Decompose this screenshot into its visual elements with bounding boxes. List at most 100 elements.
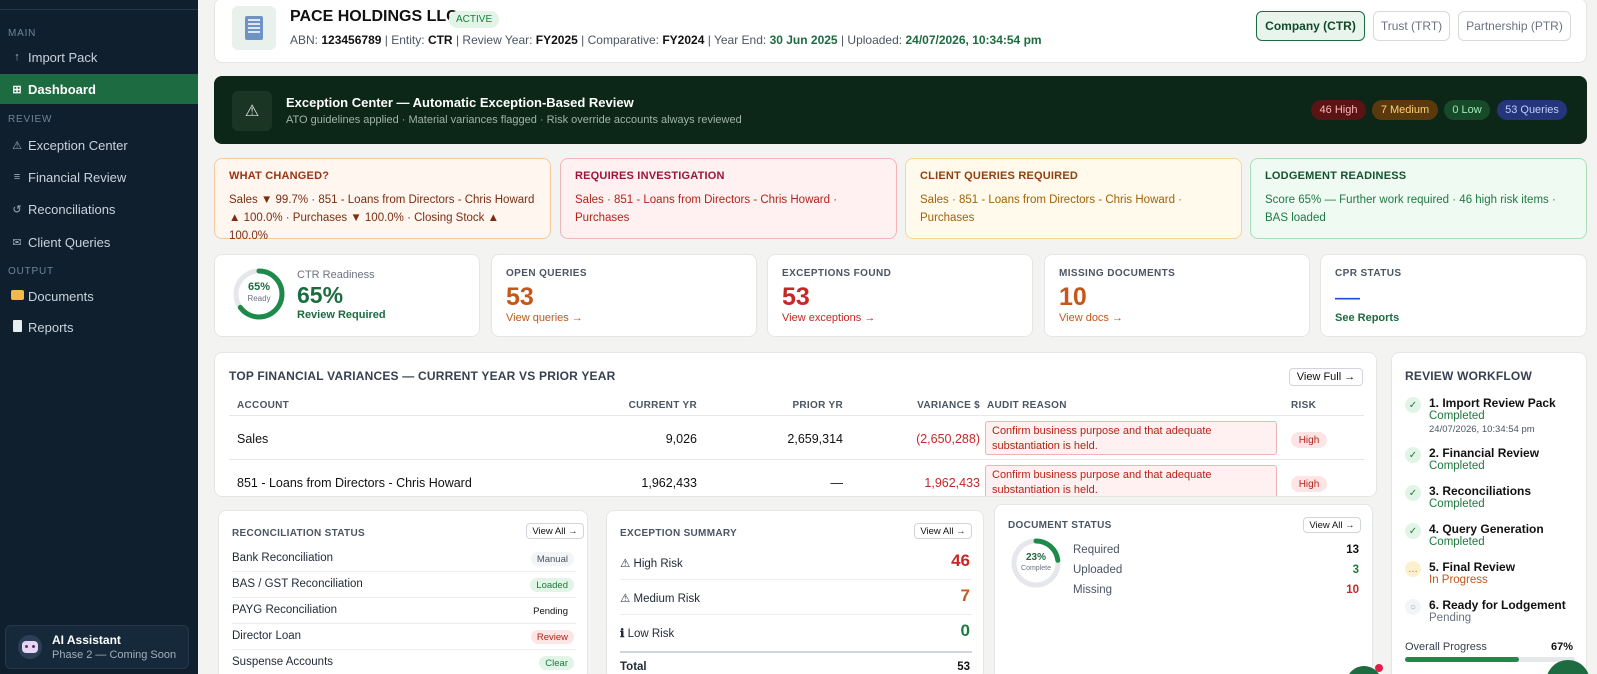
column-header: ACCOUNT [237,400,290,411]
row-label: ⚠ High Risk [620,558,683,570]
view-docs-link[interactable]: View docs → [1059,312,1123,324]
row-divider [232,649,576,650]
variance-value: (2,650,288) [916,432,980,446]
high-count-pill[interactable]: 46 High [1311,100,1366,120]
sidebar-item-financial-review[interactable]: ≡ Financial Review [0,162,198,192]
view-all-button[interactable]: View All → [1303,517,1361,533]
requires-investigation-card: REQUIRES INVESTIGATION Sales · 851 - Loa… [560,158,897,239]
risk-badge: High [1291,476,1327,492]
view-exceptions-link[interactable]: View exceptions → [782,312,876,324]
circle-icon: ○ [1405,599,1421,615]
readiness-label: CTR Readiness [297,269,375,281]
medium-count-pill[interactable]: 7 Medium [1372,100,1438,120]
view-queries-link[interactable]: View queries → [506,312,583,324]
step-status: In Progress [1429,574,1488,586]
row-label: Director Loan [232,630,302,642]
document-icon [10,319,24,335]
row-value: 13 [1346,544,1359,556]
sidebar-item-import-pack[interactable]: ↑ Import Pack [0,42,198,72]
step-status: Completed [1429,536,1485,548]
panel-title: EXCEPTION SUMMARY [620,528,737,539]
entity-button-trust[interactable]: Trust (TRT) [1373,11,1450,41]
assistant-launcher[interactable] [1546,660,1590,674]
view-all-button[interactable]: View All → [526,523,584,539]
document-ring-label: Complete [1021,565,1051,572]
medium-risk-count: 7 [960,586,970,605]
sidebar-item-exception-center[interactable]: ⚠ Exception Center [0,130,198,160]
table-divider [229,415,1364,416]
table-divider [229,459,1364,460]
sidebar-item-reports[interactable]: Reports [0,312,198,342]
check-icon: ✓ [1405,397,1421,413]
workflow-title: REVIEW WORKFLOW [1405,369,1532,383]
column-header: RISK [1291,400,1317,411]
status-badge: Clear [539,656,574,670]
lodgement-readiness-card: LODGEMENT READINESS Score 65% — Further … [1250,158,1587,239]
total-label: Total [620,661,647,673]
refresh-icon: ↺ [12,203,22,216]
view-all-button[interactable]: View All → [914,523,972,539]
card-body: Score 65% — Further work required · 46 h… [1265,194,1556,224]
see-reports-link[interactable]: See Reports [1335,312,1400,324]
sidebar-item-label: Dashboard [28,81,96,97]
card-title: LODGEMENT READINESS [1265,170,1407,182]
ai-assistant-card[interactable]: AI Assistant Phase 2 — Coming Soon [5,625,189,669]
low-count-pill[interactable]: 0 Low [1444,100,1490,120]
sidebar-item-reconciliations[interactable]: ↺ Reconciliations [0,194,198,224]
column-header: PRIOR YR [792,400,843,411]
kpi-value: 53 [782,283,810,311]
grid-icon: ⊞ [12,83,22,96]
step-name: 3. Reconciliations [1429,484,1532,498]
row-divider [620,614,972,615]
status-badge: Pending [533,605,568,617]
card-body: Sales · 851 - Loans from Directors - Chr… [920,194,1183,224]
sidebar-item-label: Import Pack [28,49,98,65]
exceptions-found-card: EXCEPTIONS FOUND 53 View exceptions → [767,254,1033,337]
total-divider [620,651,972,653]
view-full-button[interactable]: View Full → [1289,368,1363,386]
readiness-card: 65% Ready CTR Readiness 65% Review Requi… [214,254,480,337]
entity-button-partnership[interactable]: Partnership (PTR) [1458,11,1571,41]
sidebar-item-label: Reconciliations [28,201,116,217]
entity-button-company[interactable]: Company (CTR) [1256,11,1365,41]
row-label: Required [1073,544,1120,556]
sidebar-item-dashboard[interactable]: ⊞ Dashboard [0,74,198,104]
ai-assistant-title: AI Assistant [52,633,121,647]
card-title: REQUIRES INVESTIGATION [575,170,725,182]
queries-count-pill[interactable]: 53 Queries [1497,100,1567,120]
missing-documents-card: MISSING DOCUMENTS 10 View docs → [1044,254,1310,337]
kpi-label: CPR STATUS [1335,268,1402,279]
client-queries-card: CLIENT QUERIES REQUIRED Sales · 851 - Lo… [905,158,1242,239]
panel-title: RECONCILIATION STATUS [232,528,365,539]
sidebar-item-documents[interactable]: Documents [0,281,198,311]
sidebar-section-main: MAIN [8,28,37,39]
variance-title: TOP FINANCIAL VARIANCES — CURRENT YEAR V… [229,369,616,383]
company-meta: ABN: 123456789 | Entity: CTR | Review Ye… [290,33,1042,47]
company-name: PACE HOLDINGS LLC [290,8,458,25]
low-risk-count: 0 [960,621,970,640]
robot-icon [18,635,42,659]
step-timestamp: 24/07/2026, 10:34:54 pm [1429,424,1535,435]
overall-progress-label: Overall Progress [1405,641,1487,653]
row-divider [232,597,576,598]
card-title: WHAT CHANGED? [229,170,330,182]
status-badge: Loaded [530,578,574,592]
row-label: Uploaded [1073,564,1123,576]
row-value: 3 [1352,564,1359,576]
overall-progress-value: 67% [1550,641,1573,653]
row-label: ℹ Low Risk [620,628,675,640]
row-label: Suspense Accounts [232,656,334,668]
chat-bubble-icon[interactable] [1346,666,1382,674]
step-status: Completed [1429,498,1485,510]
notification-dot [1375,664,1383,672]
document-ring-value: 23% [1025,552,1046,563]
status-badge: Manual [530,552,574,566]
open-queries-card: OPEN QUERIES 53 View queries → [491,254,757,337]
sidebar: MAIN ↑ Import Pack ⊞ Dashboard REVIEW ⚠ … [0,0,198,674]
warning-icon: ⚠ [620,593,634,605]
sidebar-item-client-queries[interactable]: ✉ Client Queries [0,227,198,257]
mail-icon: ✉ [12,236,22,249]
step-name: 5. Final Review [1429,560,1516,574]
check-icon: ✓ [1405,523,1421,539]
row-label: Missing [1073,584,1112,596]
